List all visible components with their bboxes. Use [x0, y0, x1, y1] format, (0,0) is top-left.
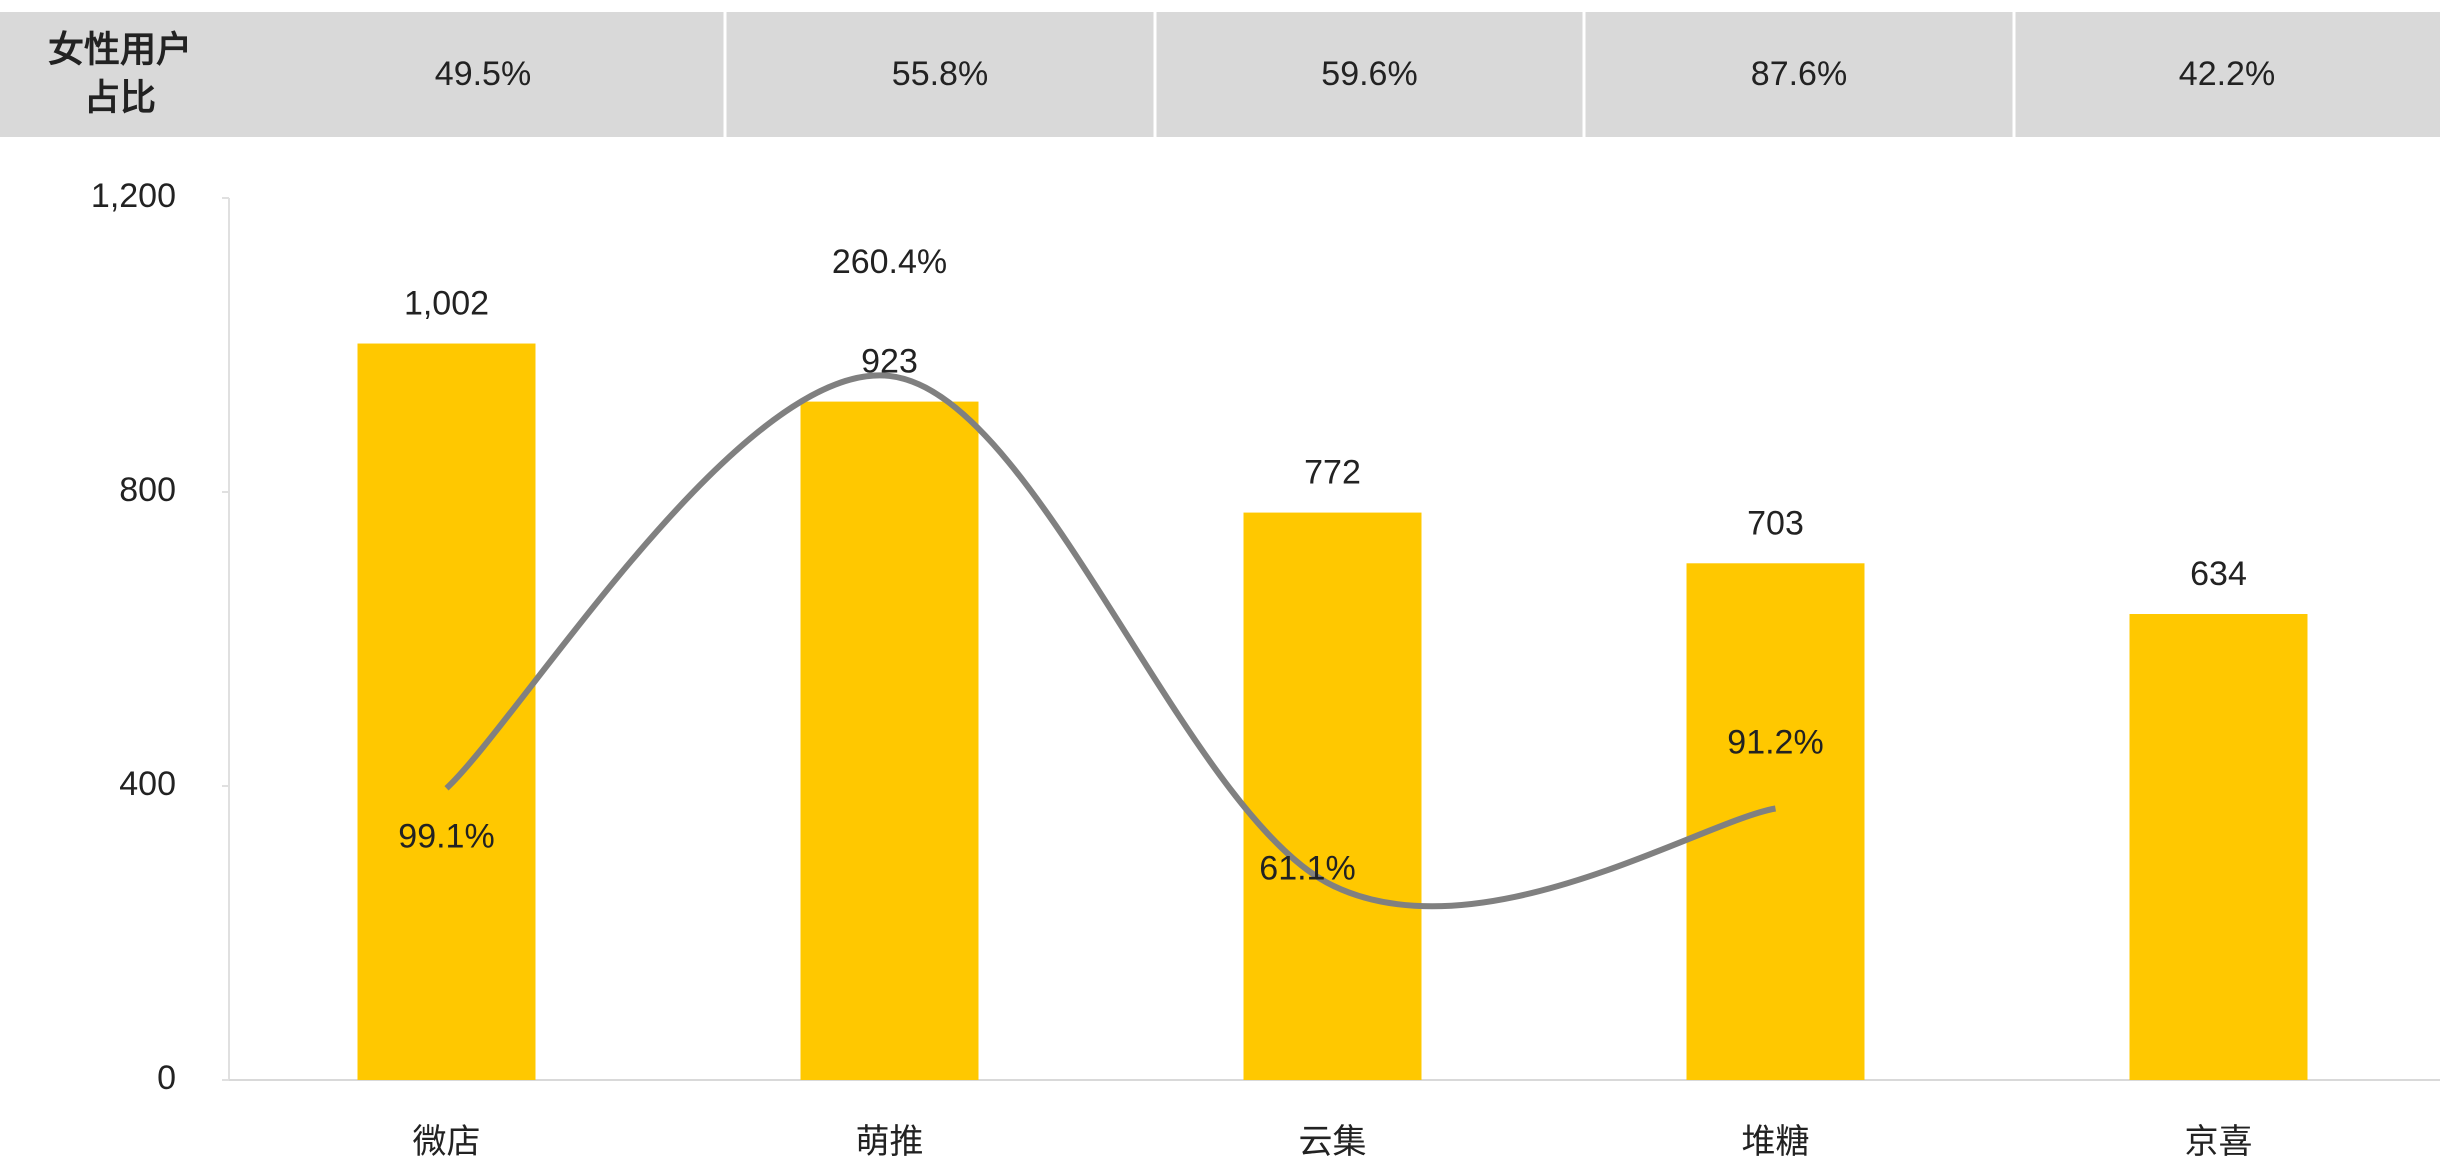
line-series [444, 372, 1777, 910]
y-tick-label: 0 [157, 1059, 176, 1097]
table-header: 占比 [84, 77, 156, 118]
data-label: 634 [2190, 555, 2247, 593]
y-tick-label: 400 [119, 765, 176, 803]
x-tick-label: 云集 [1299, 1123, 1367, 1161]
x-tick-label: 堆糖 [1742, 1123, 1810, 1161]
x-tick-label: 萌推 [856, 1123, 924, 1161]
bar [800, 401, 979, 1081]
data-label: 61.1% [1259, 849, 1355, 887]
y-tick-label: 800 [119, 471, 176, 509]
x-tick-label: 京喜 [2185, 1123, 2253, 1161]
bar [2129, 614, 2308, 1080]
table-cell: 42.2% [2179, 55, 2275, 93]
y-tick-label: 1,200 [91, 177, 176, 215]
data-label: 1,002 [404, 285, 489, 323]
header-strip [0, 12, 2440, 137]
data-label: 91.2% [1727, 723, 1823, 761]
data-label: 99.1% [398, 817, 494, 855]
data-label: 703 [1747, 504, 1804, 542]
table-header: 女性用户 [48, 29, 192, 70]
bar [1243, 512, 1422, 1080]
table-cell: 49.5% [435, 55, 531, 93]
table-cell: 55.8% [892, 55, 988, 93]
table-cell: 87.6% [1751, 55, 1847, 93]
data-label: 260.4% [832, 243, 947, 281]
data-label: 772 [1304, 454, 1361, 492]
table-cell: 59.6% [1321, 55, 1417, 93]
bar [357, 343, 536, 1080]
bar [1686, 563, 1865, 1080]
x-tick-label: 微店 [413, 1123, 481, 1161]
